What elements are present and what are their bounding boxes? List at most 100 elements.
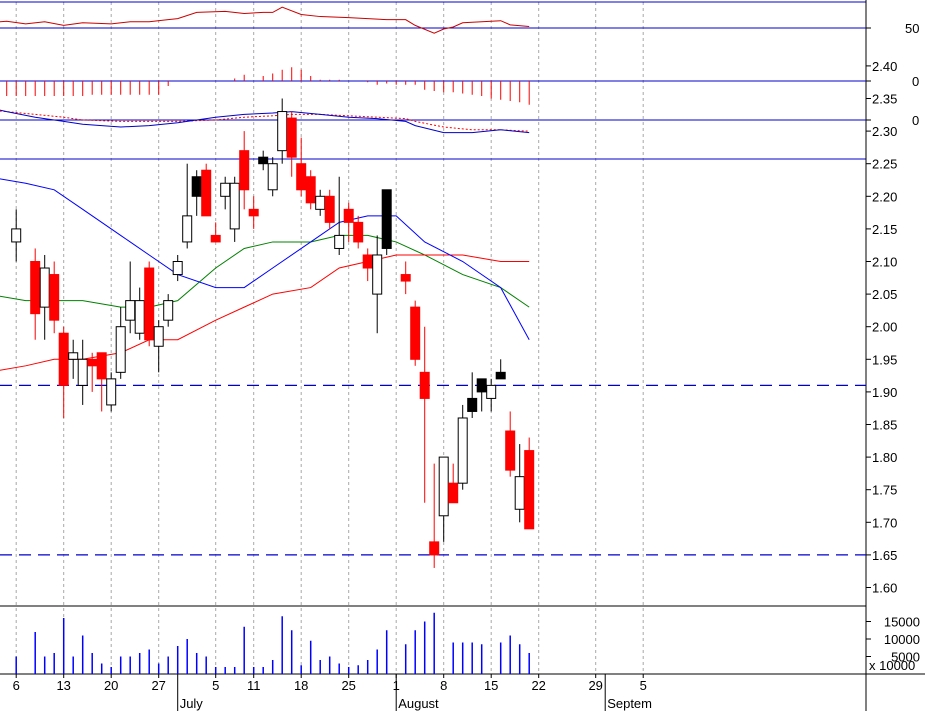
candle	[438, 456, 449, 542]
candle-body	[486, 384, 497, 399]
candle-body	[248, 208, 259, 217]
day-label: 20	[104, 678, 118, 693]
candle	[210, 222, 221, 243]
candle-body	[96, 352, 107, 380]
candle	[505, 411, 516, 477]
candle	[220, 176, 231, 210]
candle-body	[495, 371, 506, 380]
lower-band-line	[0, 254, 530, 371]
candle	[410, 300, 421, 366]
day-label: 5	[212, 678, 219, 693]
candle	[362, 248, 373, 282]
price-tick-label: 2.00	[872, 320, 897, 335]
volume-tick-label: 5000	[891, 650, 920, 665]
day-label: 13	[56, 678, 70, 693]
candle	[305, 170, 316, 210]
candle-body	[182, 215, 193, 243]
candle	[153, 320, 164, 373]
candle	[182, 163, 193, 249]
day-label: 5	[640, 678, 647, 693]
price-tick-label: 1.85	[872, 418, 897, 433]
candle	[315, 189, 326, 216]
price-tick-label: 2.30	[872, 124, 897, 139]
candle	[476, 378, 487, 412]
candle	[11, 209, 22, 262]
candle	[381, 189, 392, 255]
day-label: 25	[341, 678, 355, 693]
momentum-panel	[0, 67, 866, 105]
candle-body	[372, 254, 383, 295]
candle-body	[334, 234, 345, 249]
price-tick-label: 1.75	[872, 483, 897, 498]
candle-body	[267, 163, 278, 191]
candle-body	[134, 300, 145, 334]
day-label: 29	[588, 678, 602, 693]
price-tick-label: 2.20	[872, 189, 897, 204]
price-tick-label: 1.95	[872, 352, 897, 367]
candle-body	[448, 482, 459, 504]
candle-body	[210, 234, 221, 243]
candle	[267, 157, 278, 197]
day-label: 11	[247, 678, 261, 693]
candle	[115, 307, 126, 379]
candle	[229, 176, 240, 242]
candle	[467, 372, 478, 418]
candle-body	[467, 397, 478, 412]
volume-panel	[15, 612, 530, 674]
candle	[457, 404, 468, 490]
candle-body	[514, 476, 525, 510]
candle-body	[201, 169, 212, 217]
price-tick-label: 2.15	[872, 222, 897, 237]
middle-band-line	[0, 234, 530, 308]
y-axes: 50001.601.651.701.751.801.851.901.952.00…	[866, 21, 920, 673]
price-tick-label: 1.65	[872, 548, 897, 563]
candle	[106, 372, 117, 412]
candle	[125, 261, 136, 334]
day-label: 8	[440, 678, 447, 693]
candle	[343, 202, 354, 242]
rsi-tick-label: 50	[905, 21, 919, 36]
candle	[49, 261, 60, 334]
upper-band-line	[0, 178, 530, 340]
candle-body	[429, 541, 440, 556]
x-axis: 61320275111825181522295JulyAugustSeptem	[13, 674, 652, 711]
candle-body	[258, 156, 269, 165]
candle	[163, 294, 174, 327]
volume-tick-label: 15000	[884, 615, 920, 630]
volume-multiplier-label: x 10000	[869, 658, 915, 673]
candle	[353, 215, 364, 249]
candle-body	[324, 195, 335, 223]
price-tick-label: 2.05	[872, 287, 897, 302]
candle	[514, 444, 525, 523]
candle-body	[505, 430, 516, 471]
candle-body	[286, 117, 297, 158]
candle-body	[68, 352, 79, 360]
price-tick-label: 2.40	[872, 59, 897, 74]
candle-body	[353, 221, 364, 243]
candle	[400, 261, 411, 295]
candle-body	[115, 326, 126, 373]
volume-tick-label: 10000	[884, 632, 920, 647]
month-label: August	[398, 696, 439, 711]
candle-body	[296, 163, 307, 191]
candle-body	[381, 189, 392, 249]
month-label: Septem	[607, 696, 652, 711]
candle-body	[144, 267, 155, 341]
candle-body	[11, 228, 22, 243]
candle	[277, 98, 288, 164]
candle-body	[220, 182, 231, 197]
momentum-tick-label: 0	[912, 74, 919, 89]
vertical-gridlines	[15, 2, 644, 674]
candle	[239, 131, 250, 210]
candle	[324, 189, 335, 229]
candle-body	[305, 176, 316, 204]
candle	[296, 137, 307, 197]
candle	[96, 352, 107, 412]
macd-tick-label: 0	[912, 113, 919, 128]
candle-body	[30, 261, 41, 315]
rsi-line	[0, 6, 530, 34]
candle	[372, 235, 383, 334]
candle-body	[125, 300, 136, 321]
